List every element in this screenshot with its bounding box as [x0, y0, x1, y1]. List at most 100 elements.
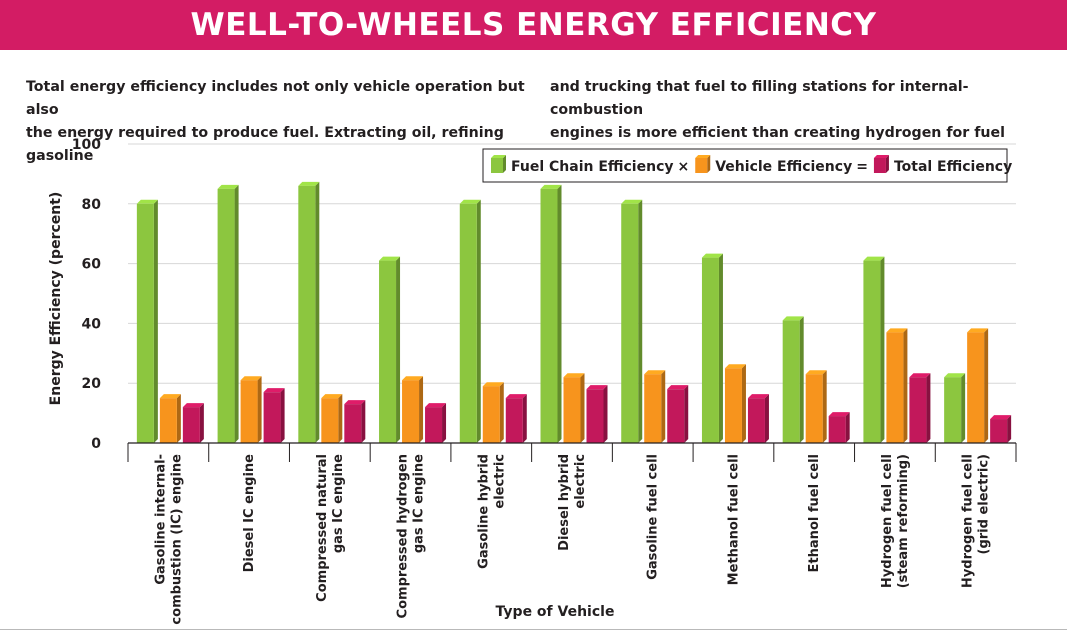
bar: [782, 316, 804, 443]
y-tick-label: 40: [82, 316, 102, 332]
bar: [724, 364, 746, 443]
x-category-label-line: electric: [492, 454, 507, 509]
bar-top: [747, 394, 769, 399]
bar-side: [315, 181, 320, 444]
bar-front: [298, 185, 316, 444]
bar-top: [586, 385, 608, 390]
x-category-label-line: Methanol fuel cell: [726, 454, 741, 585]
bar-side: [557, 184, 562, 443]
bar-side: [580, 373, 585, 443]
x-category-label-line: Compressed natural: [315, 454, 330, 602]
legend: Fuel Chain Efficiency × Vehicle Efficiency…: [482, 148, 1012, 183]
bar: [136, 199, 158, 443]
chart-title: WELL-TO-WHEELS ENERGY EFFICIENCY: [0, 0, 1067, 50]
bar-top: [724, 364, 746, 369]
bar-side: [1007, 415, 1012, 443]
y-tick-label: 100: [72, 137, 101, 153]
bar-side: [822, 370, 827, 443]
bar-top: [782, 316, 804, 321]
y-tick-label: 60: [82, 257, 102, 273]
legend-swatch-top: [491, 155, 506, 158]
x-category-label: Gasoline fuel cell: [646, 454, 661, 580]
x-category-label-line: Hydrogen fuel cell: [961, 454, 976, 588]
legend-swatch-front: [695, 158, 708, 173]
x-category-label: Methanol fuel cell: [726, 454, 741, 585]
bar-side: [684, 385, 689, 443]
bar: [379, 256, 401, 443]
bar-top: [863, 256, 885, 261]
x-category-label: Hydrogen fuel cell(grid electric): [961, 454, 992, 588]
intro-text-left: Total energy efficiency includes not onl…: [26, 79, 525, 164]
bar-top: [540, 184, 562, 189]
bar-side: [880, 256, 885, 443]
bar-front: [459, 203, 477, 443]
bar: [828, 412, 850, 443]
bar-top: [402, 376, 424, 381]
x-category-label: Gasoline internal-combustion (IC) engine: [153, 454, 184, 625]
legend-swatch: [873, 155, 889, 173]
bar: [217, 184, 239, 443]
bar: [563, 373, 585, 443]
legend-swatch-side: [885, 155, 889, 173]
bar-front: [563, 377, 581, 443]
bar-top: [298, 181, 320, 186]
bar-top: [990, 415, 1012, 420]
bar: [344, 400, 366, 443]
bar-side: [442, 403, 447, 443]
bar: [586, 385, 608, 443]
bar: [459, 199, 481, 443]
bar: [747, 394, 769, 443]
x-category-label-line: gas IC engine: [412, 454, 427, 553]
bar-front: [182, 407, 200, 443]
bar-front: [482, 386, 500, 443]
bar-side: [845, 412, 850, 443]
bar-front: [344, 404, 362, 443]
intro-text-right: and trucking that fuel to filling statio…: [550, 79, 1005, 164]
bar-side: [153, 199, 158, 443]
bar-top: [159, 394, 181, 399]
x-category-label: Diesel hybridelectric: [557, 454, 588, 551]
bar-top: [805, 370, 827, 375]
y-tick-label: 20: [82, 376, 102, 392]
bar-top: [505, 394, 527, 399]
legend-swatch-front: [873, 158, 886, 173]
bar-front: [540, 188, 558, 443]
bar: [701, 253, 723, 443]
legend-swatch-top: [873, 155, 889, 158]
x-category-label-line: electric: [573, 454, 588, 509]
bar-front: [586, 389, 604, 443]
x-category-label: Hydrogen fuel cell(steam reforming): [880, 454, 911, 588]
bar: [621, 199, 643, 443]
bar-top: [182, 403, 204, 408]
bar-side: [361, 400, 366, 443]
bar: [402, 376, 424, 443]
y-axis-title: Energy Efficiency (percent): [48, 192, 64, 406]
bar-top: [217, 184, 239, 189]
bar-side: [926, 373, 931, 443]
bar: [263, 388, 285, 443]
x-category-label-line: (steam reforming): [896, 454, 911, 588]
x-category-label-line: Gasoline internal-: [153, 454, 168, 585]
x-category-label-line: Compressed hydrogen: [396, 454, 411, 618]
bar-side: [257, 376, 262, 443]
legend-label: Vehicle Efficiency: [715, 159, 852, 175]
bar-front: [159, 398, 177, 443]
x-category-label-line: combustion (IC) engine: [169, 454, 184, 625]
legend-swatch-top: [695, 155, 711, 158]
bar: [540, 184, 562, 443]
bar-side: [661, 370, 666, 443]
bar: [425, 403, 447, 443]
bar: [667, 385, 689, 443]
bar-front: [863, 260, 881, 443]
axes: 0 20 40 60 80 100 Gasoline internal-combustion…: [48, 137, 1017, 625]
bottom-divider: [0, 629, 1067, 630]
x-category-label: Gasoline hybridelectric: [476, 454, 507, 569]
bar-top: [482, 382, 504, 387]
bar-top: [644, 370, 666, 375]
bar-side: [718, 253, 723, 443]
bar-top: [701, 253, 723, 258]
bar-side: [638, 199, 643, 443]
bar-front: [828, 416, 846, 443]
legend-operator: =: [856, 159, 868, 175]
